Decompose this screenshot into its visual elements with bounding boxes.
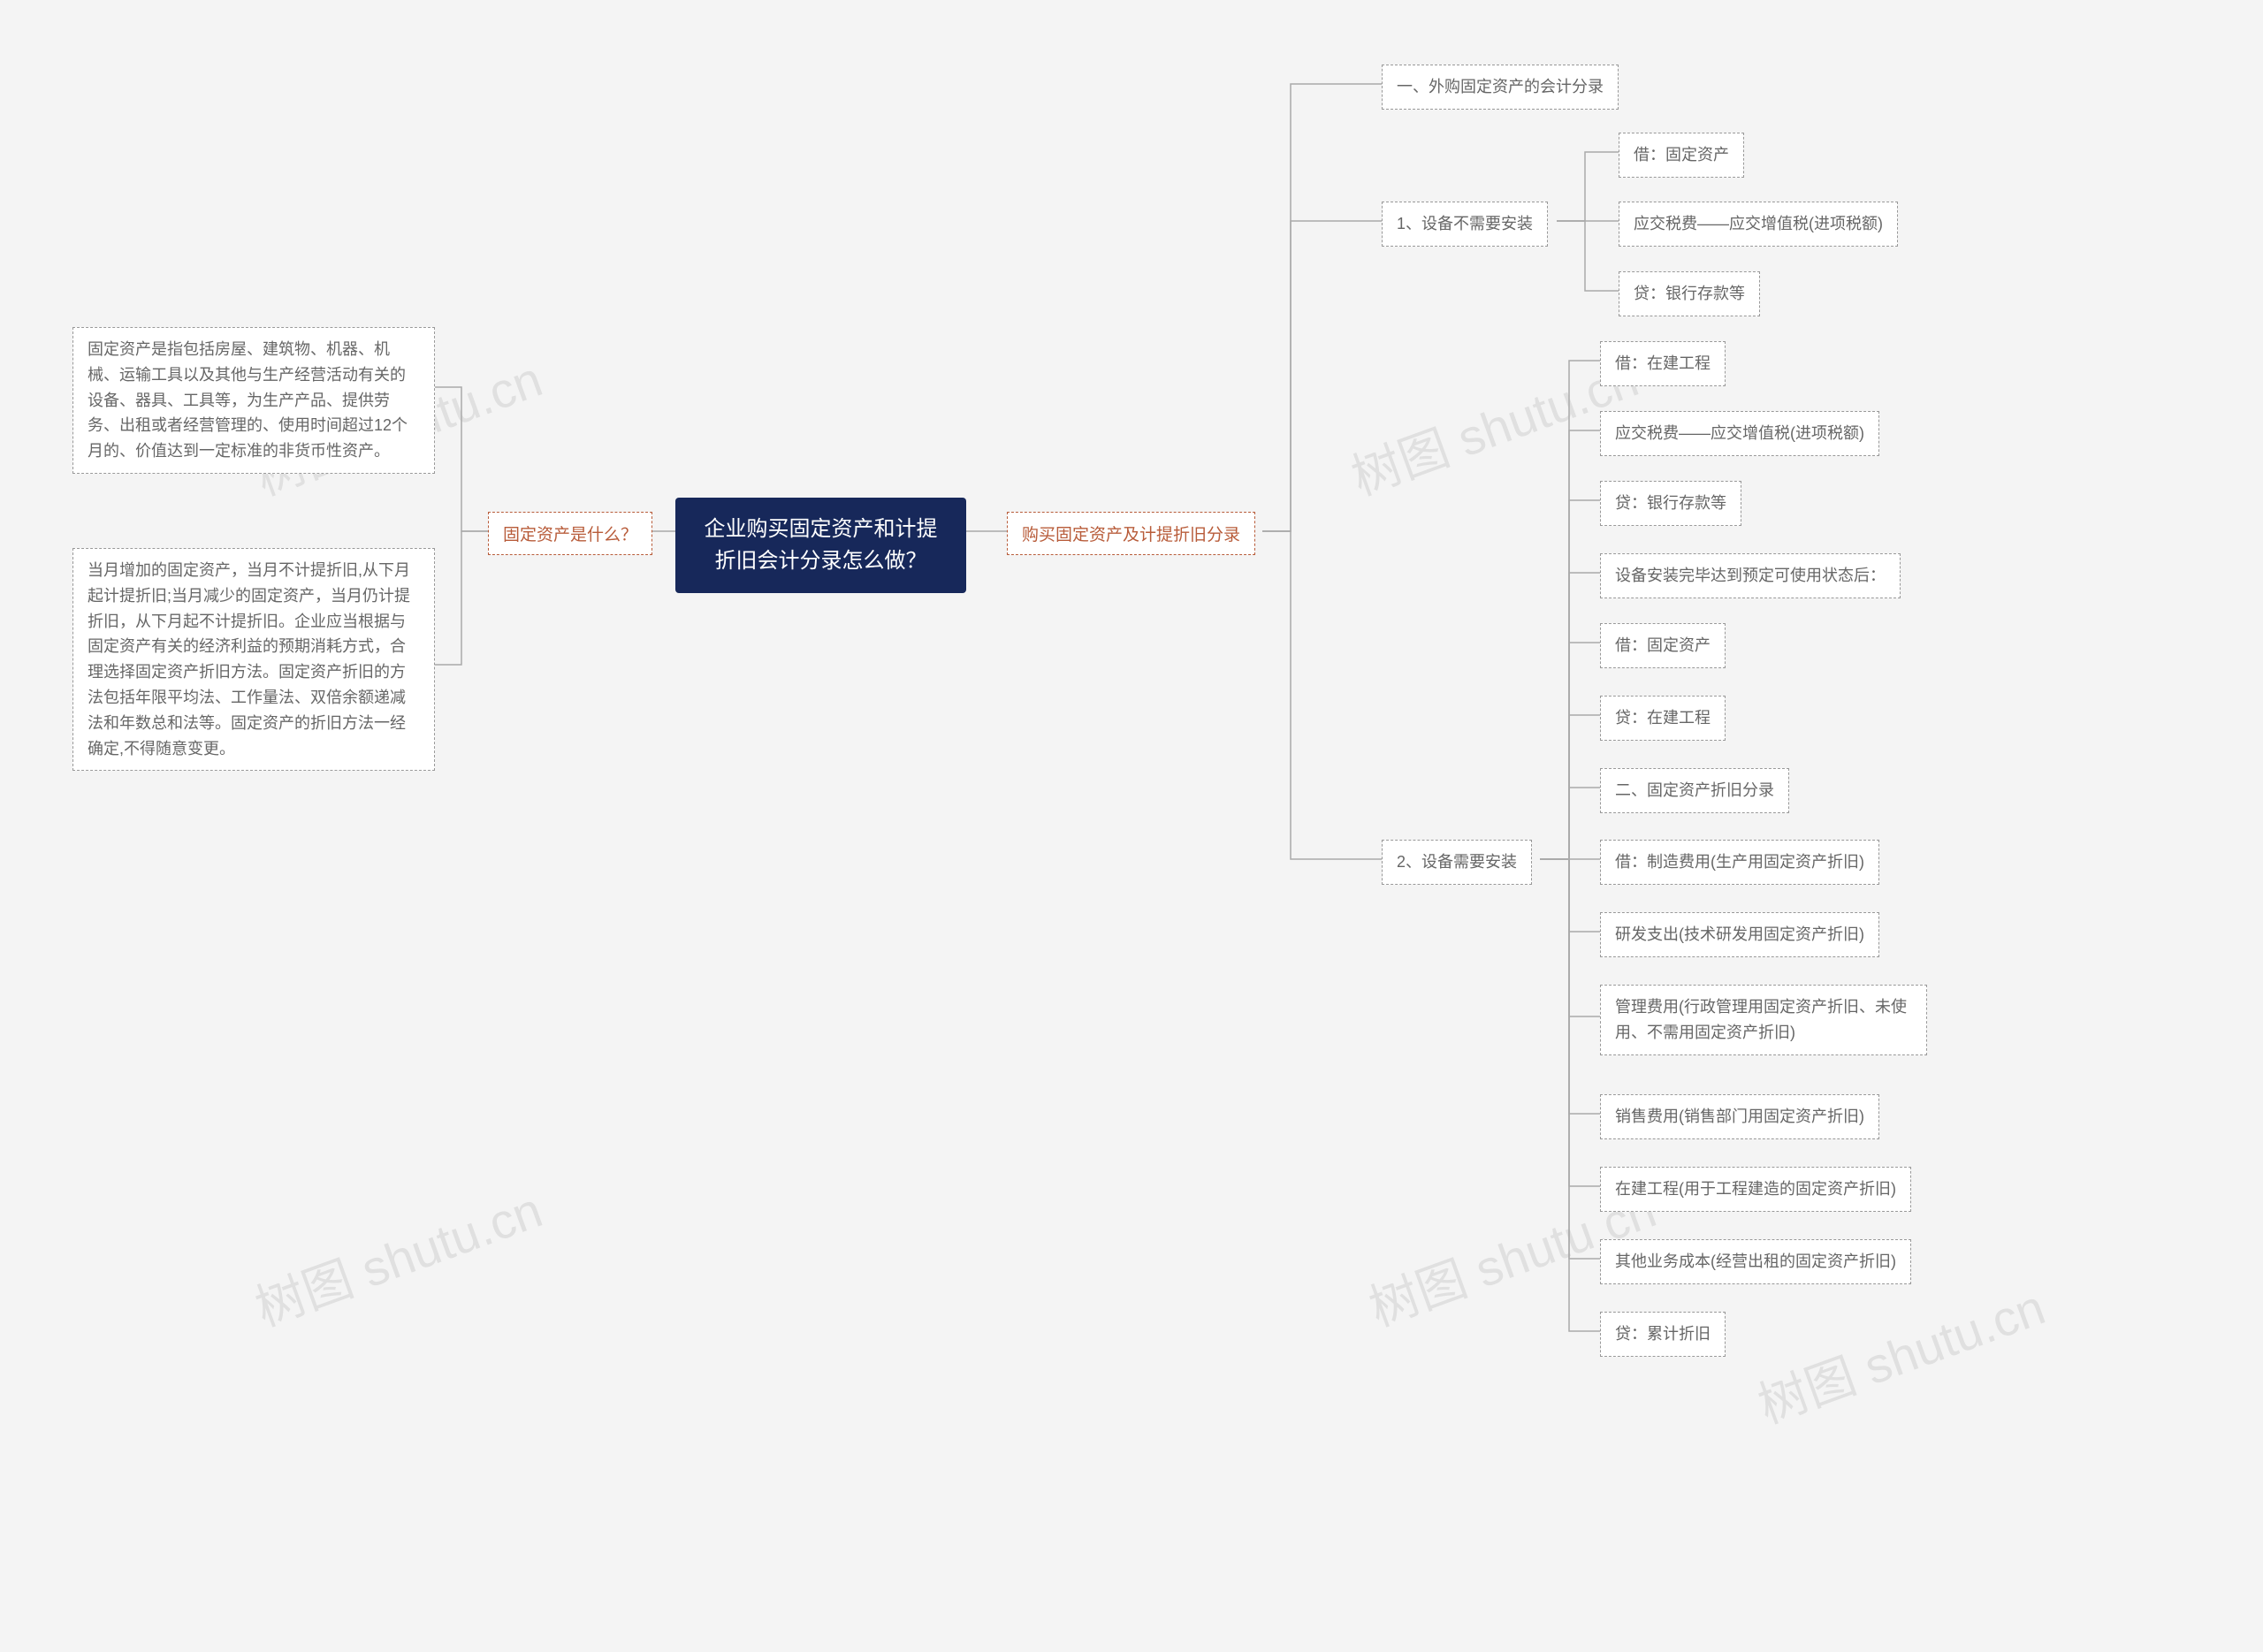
right-group2-item: 借：制造费用(生产用固定资产折旧) [1600, 840, 1879, 885]
right-group1-label: 1、设备不需要安装 [1382, 202, 1548, 247]
right-group1-item: 借：固定资产 [1619, 133, 1744, 178]
center-node: 企业购买固定资产和计提折旧会计分录怎么做？ [675, 498, 966, 593]
left-leaf: 当月增加的固定资产，当月不计提折旧,从下月起计提折旧;当月减少的固定资产，当月仍… [72, 548, 435, 771]
right-group1-item: 贷：银行存款等 [1619, 271, 1760, 316]
watermark: 树图 shutu.cn [1747, 1268, 2053, 1437]
right-group2-item: 二、固定资产折旧分录 [1600, 768, 1789, 813]
right-group2-item: 借：固定资产 [1600, 623, 1726, 668]
right-group2-item: 应交税费——应交增值税(进项税额) [1600, 411, 1879, 456]
right-group2-item: 贷：银行存款等 [1600, 481, 1741, 526]
connectors [0, 0, 2263, 1652]
right-group1-item: 应交税费——应交增值税(进项税额) [1619, 202, 1898, 247]
right-group2-item: 贷：累计折旧 [1600, 1312, 1726, 1357]
left-leaf: 固定资产是指包括房屋、建筑物、机器、机械、运输工具以及其他与生产经营活动有关的设… [72, 327, 435, 474]
right-group2-item: 借：在建工程 [1600, 341, 1726, 386]
right-group2-item: 销售费用(销售部门用固定资产折旧) [1600, 1094, 1879, 1139]
right-group2-item: 设备安装完毕达到预定可使用状态后： [1600, 553, 1901, 598]
right-group2-item: 在建工程(用于工程建造的固定资产折旧) [1600, 1167, 1911, 1212]
right-branch: 购买固定资产及计提折旧分录 [1007, 512, 1255, 555]
left-branch: 固定资产是什么？ [488, 512, 652, 555]
right-group2-item: 贷：在建工程 [1600, 696, 1726, 741]
right-group2-item: 管理费用(行政管理用固定资产折旧、未使用、不需用固定资产折旧) [1600, 985, 1927, 1055]
right-group2-label: 2、设备需要安装 [1382, 840, 1532, 885]
watermark: 树图 shutu.cn [244, 1170, 551, 1340]
right-group2-item: 研发支出(技术研发用固定资产折旧) [1600, 912, 1879, 957]
right-group2-item: 其他业务成本(经营出租的固定资产折旧) [1600, 1239, 1911, 1284]
right-header: 一、外购固定资产的会计分录 [1382, 65, 1619, 110]
